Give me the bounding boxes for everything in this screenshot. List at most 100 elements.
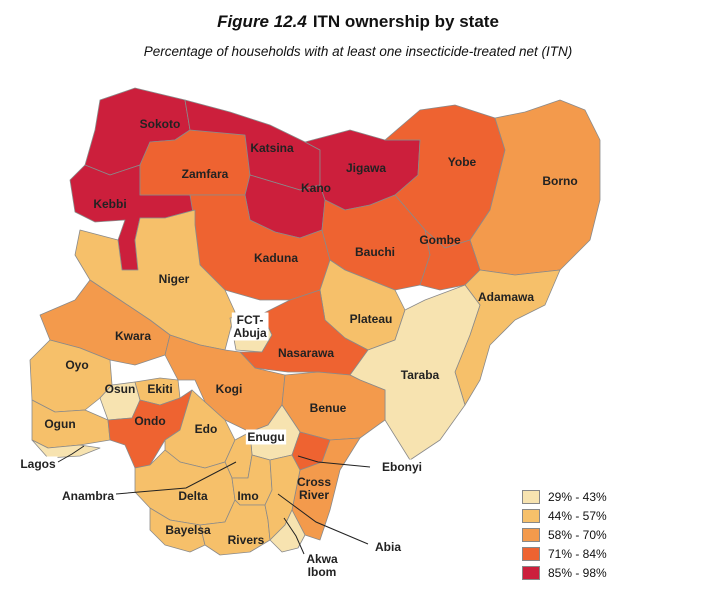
state-label-anambra: Anambra <box>60 488 116 504</box>
legend-swatch <box>522 565 540 580</box>
state-label-imo: Imo <box>237 489 258 503</box>
state-label-jigawa: Jigawa <box>346 161 386 175</box>
state-regions <box>29 87 601 556</box>
svg-text:Kogi: Kogi <box>216 382 243 396</box>
state-label-edo: Edo <box>195 422 218 436</box>
svg-text:Rivers: Rivers <box>228 533 265 547</box>
legend-item: 85% - 98% <box>522 563 607 582</box>
state-region-akwa-ibom <box>269 509 306 553</box>
svg-text:Kano: Kano <box>301 181 331 195</box>
svg-text:Nasarawa: Nasarawa <box>278 346 334 360</box>
leader-ebonyi <box>297 455 371 468</box>
svg-text:Lagos: Lagos <box>20 457 56 471</box>
state-label-zamfara: Zamfara <box>182 167 229 181</box>
figure-number: Figure 12.4 <box>217 12 307 31</box>
svg-text:Delta: Delta <box>178 489 208 503</box>
state-region-bayelsa <box>149 507 206 553</box>
svg-text:Gombe: Gombe <box>419 233 461 247</box>
svg-text:Bauchi: Bauchi <box>355 245 395 259</box>
state-label-ogun: Ogun <box>44 417 75 431</box>
svg-text:Ebonyi: Ebonyi <box>382 460 422 474</box>
svg-text:Adamawa: Adamawa <box>478 290 534 304</box>
svg-text:Enugu: Enugu <box>247 430 284 444</box>
state-label-ekiti: Ekiti <box>147 382 172 396</box>
legend-swatch <box>522 527 540 542</box>
svg-text:Abia: Abia <box>375 540 401 554</box>
state-label-sokoto: Sokoto <box>140 117 181 131</box>
state-label-lagos: Lagos <box>18 456 58 472</box>
legend-label: 85% - 98% <box>548 565 607 580</box>
svg-text:Bayelsa: Bayelsa <box>165 523 211 537</box>
legend-label: 44% - 57% <box>548 508 607 523</box>
state-label-ondo: Ondo <box>134 414 165 428</box>
legend-swatch <box>522 508 540 523</box>
svg-text:FCT-Abuja: FCT-Abuja <box>233 313 267 340</box>
figure-title: Figure 12.4 ITN ownership by state <box>0 12 716 32</box>
state-label-bauchi: Bauchi <box>355 245 395 259</box>
svg-text:Borno: Borno <box>542 174 577 188</box>
state-label-enugu: Enugu <box>245 429 287 445</box>
legend-swatch <box>522 546 540 561</box>
svg-text:Kwara: Kwara <box>115 329 151 343</box>
svg-text:Edo: Edo <box>195 422 218 436</box>
legend-item: 71% - 84% <box>522 544 607 563</box>
state-label-borno: Borno <box>542 174 577 188</box>
map-legend: 29% - 43% 44% - 57% 58% - 70% 71% - 84% 85% … <box>522 487 607 582</box>
state-label-abia: Abia <box>373 539 403 555</box>
svg-text:Kaduna: Kaduna <box>254 251 298 265</box>
svg-text:Sokoto: Sokoto <box>140 117 181 131</box>
svg-text:Taraba: Taraba <box>401 368 440 382</box>
state-labels: Sokoto Kebbi Zamfara Katsina Kano Jigawa Yobe B… <box>18 117 578 580</box>
svg-text:Zamfara: Zamfara <box>182 167 229 181</box>
state-label-akwa-ibom: Akwa Ibom <box>304 551 340 580</box>
label-leader-lines <box>57 445 371 555</box>
state-label-delta: Delta <box>178 489 208 503</box>
state-label-oyo: Oyo <box>65 358 88 372</box>
state-label-yobe: Yobe <box>448 155 477 169</box>
state-label-kebbi: Kebbi <box>93 197 126 211</box>
state-label-kano: Kano <box>301 181 331 195</box>
svg-text:Ekiti: Ekiti <box>147 382 172 396</box>
svg-text:Oyo: Oyo <box>65 358 88 372</box>
legend-item: 44% - 57% <box>522 506 607 525</box>
state-label-fct-abuja: FCT-Abuja <box>231 312 269 341</box>
leader-lagos <box>57 445 85 463</box>
figure-title-text: ITN ownership by state <box>312 12 499 31</box>
svg-text:Yobe: Yobe <box>448 155 477 169</box>
figure-subtitle: Percentage of households with at least o… <box>143 44 573 59</box>
state-label-rivers: Rivers <box>228 533 265 547</box>
state-label-ebonyi: Ebonyi <box>380 459 424 475</box>
svg-text:Plateau: Plateau <box>350 312 393 326</box>
state-label-taraba: Taraba <box>401 368 440 382</box>
svg-text:Kebbi: Kebbi <box>93 197 126 211</box>
state-label-benue: Benue <box>310 401 347 415</box>
leader-abia <box>277 493 369 545</box>
svg-text:Imo: Imo <box>237 489 258 503</box>
legend-item: 58% - 70% <box>522 525 607 544</box>
state-label-adamawa: Adamawa <box>478 290 534 304</box>
svg-text:Ondo: Ondo <box>134 414 165 428</box>
legend-label: 71% - 84% <box>548 546 607 561</box>
state-label-bayelsa: Bayelsa <box>165 523 211 537</box>
state-label-cross-river: Cross River <box>297 475 331 502</box>
svg-text:Niger: Niger <box>159 272 190 286</box>
svg-text:Katsina: Katsina <box>250 141 294 155</box>
legend-item: 29% - 43% <box>522 487 607 506</box>
leader-akwa-ibom <box>283 517 305 555</box>
legend-label: 58% - 70% <box>548 527 607 542</box>
svg-text:Benue: Benue <box>310 401 347 415</box>
state-label-plateau: Plateau <box>350 312 393 326</box>
state-label-gombe: Gombe <box>419 233 461 247</box>
svg-text:Ogun: Ogun <box>44 417 75 431</box>
state-label-nasarawa: Nasarawa <box>278 346 334 360</box>
legend-swatch <box>522 489 540 504</box>
state-label-niger: Niger <box>159 272 190 286</box>
state-label-kaduna: Kaduna <box>254 251 298 265</box>
state-label-osun: Osun <box>105 382 136 396</box>
state-region-borno <box>469 99 601 276</box>
svg-text:Anambra: Anambra <box>62 489 114 503</box>
svg-text:Jigawa: Jigawa <box>346 161 386 175</box>
svg-text:Osun: Osun <box>105 382 136 396</box>
